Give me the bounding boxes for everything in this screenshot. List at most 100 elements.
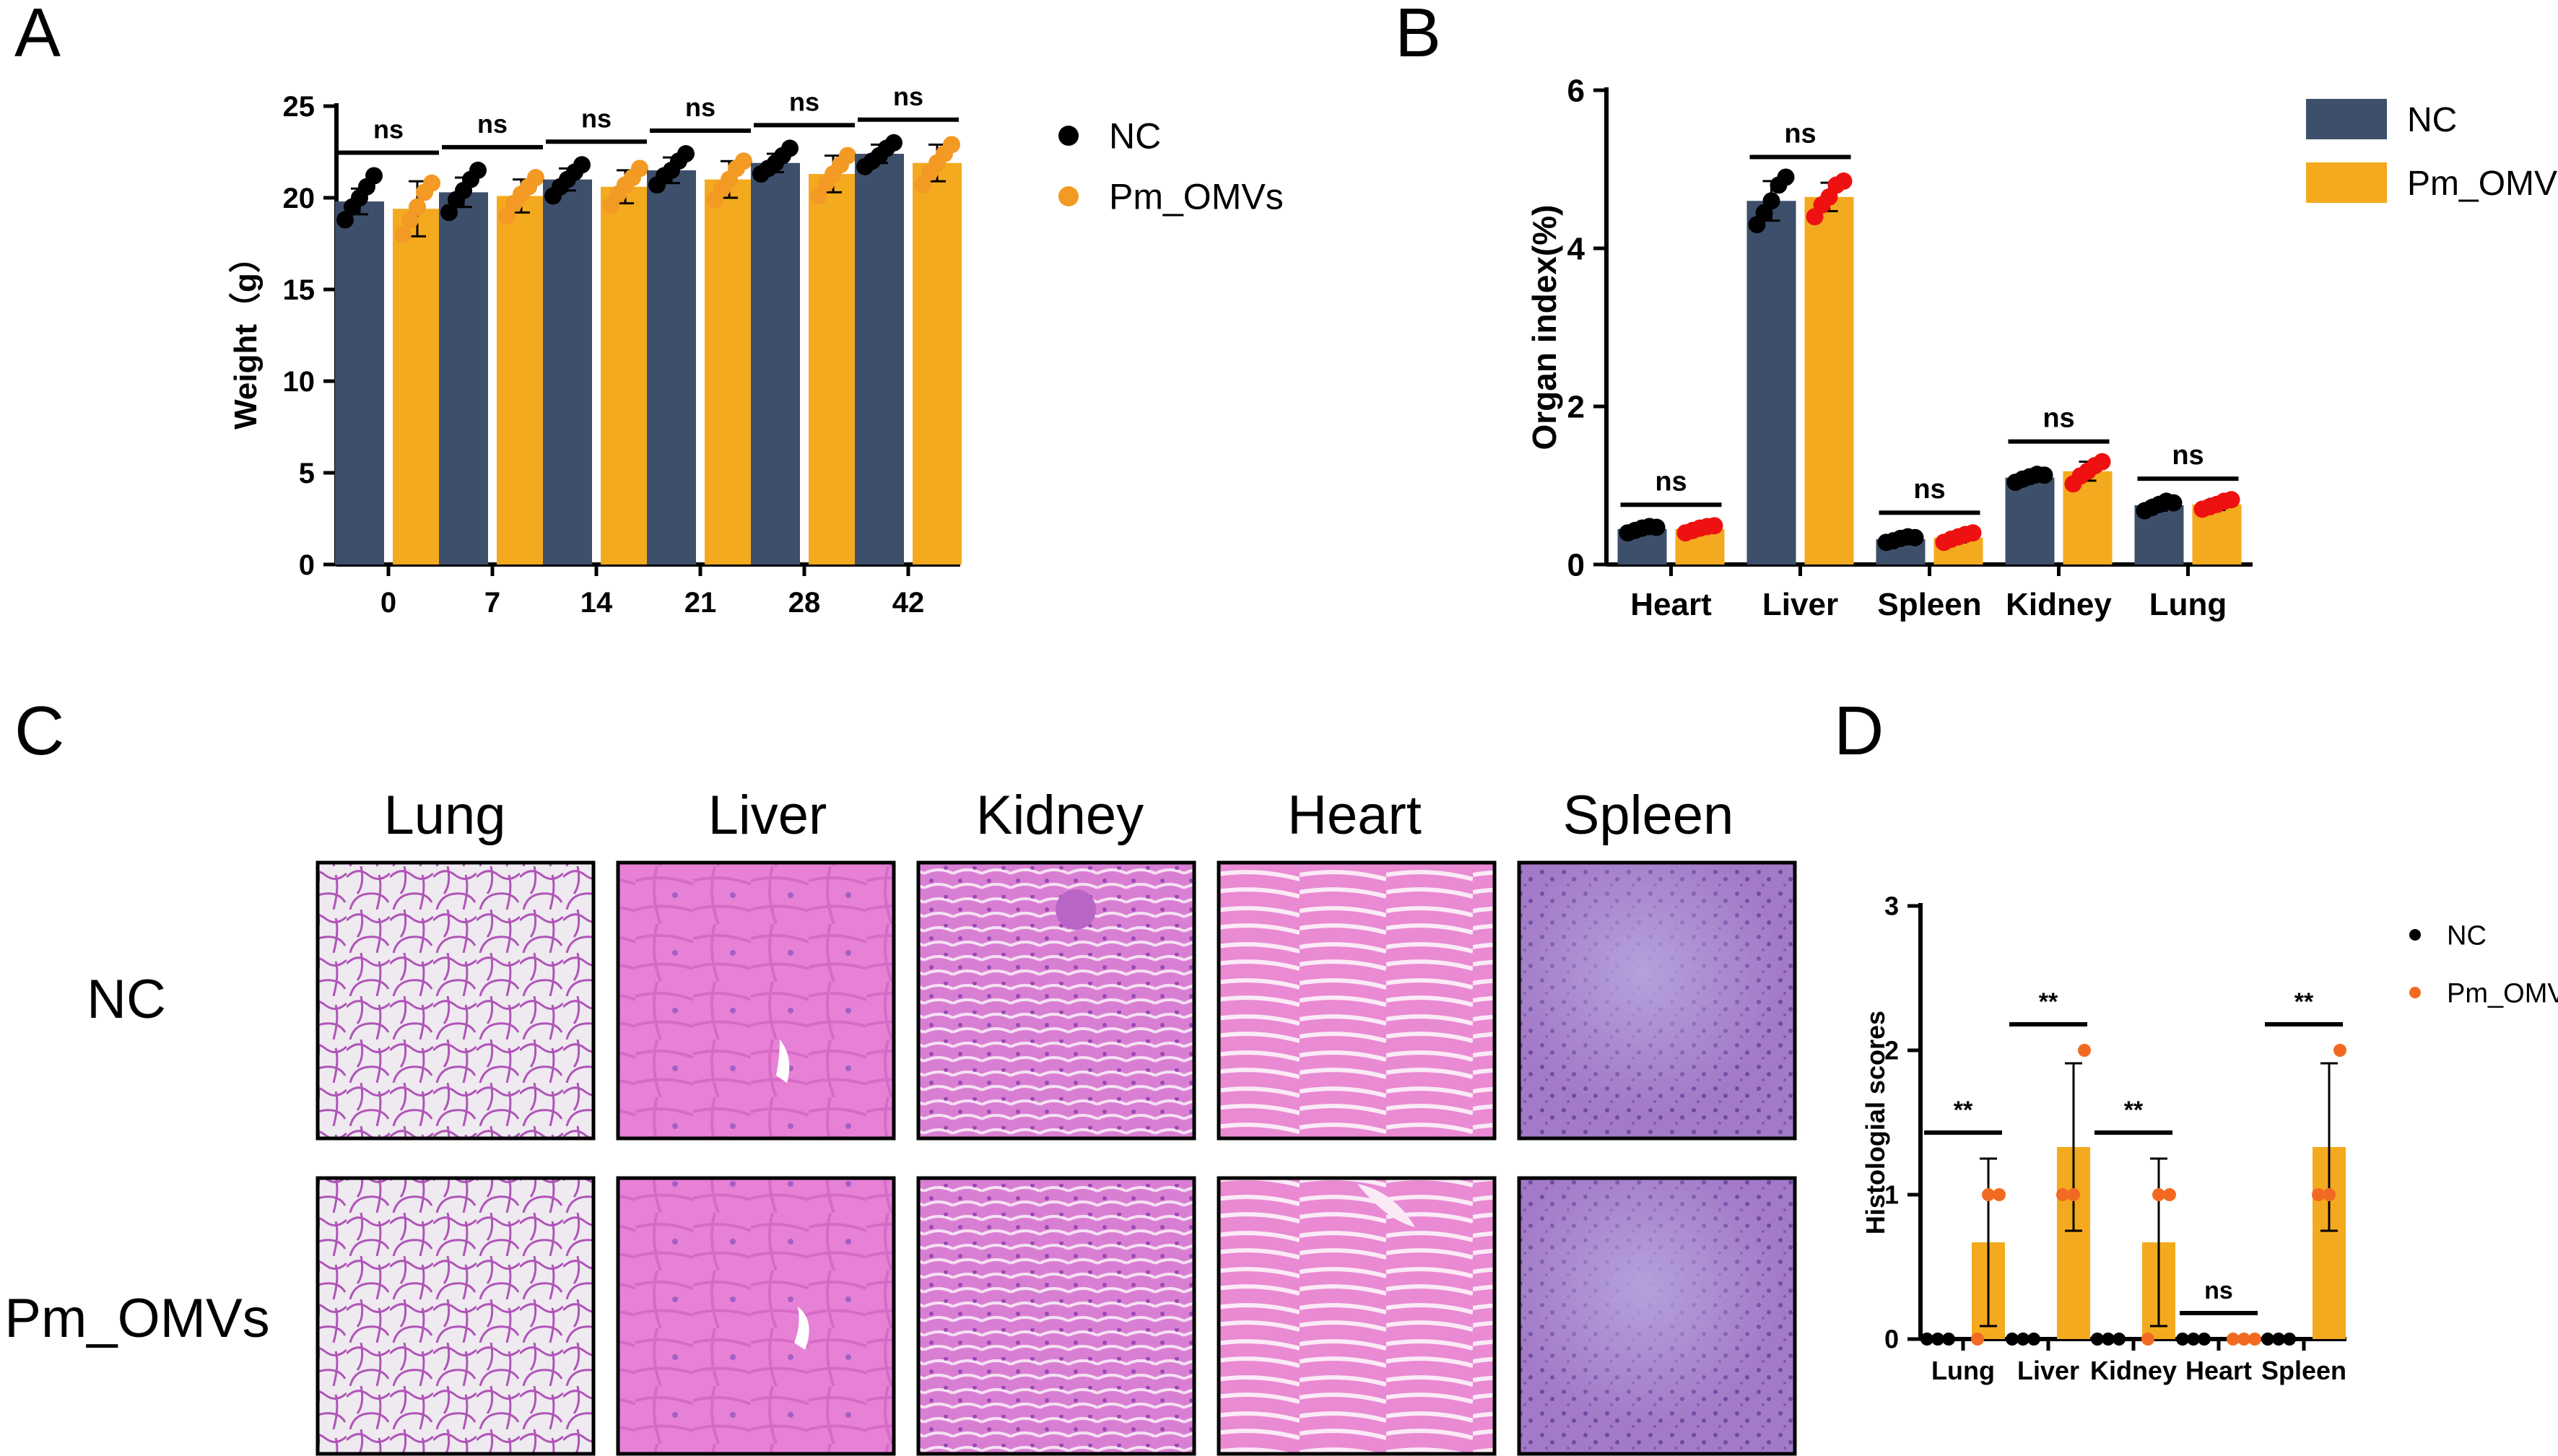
y-tick-label: 0	[1567, 547, 1585, 583]
data-point	[2333, 1044, 2346, 1057]
histo-image-nc-liver	[616, 860, 896, 1141]
data-point	[2227, 1333, 2240, 1346]
histo-image-pm-kidney	[916, 1176, 1196, 1456]
x-tick-label: 21	[684, 587, 717, 619]
histo-image-nc-lung	[316, 860, 596, 1141]
x-tick-label: 14	[580, 587, 613, 619]
data-point	[839, 147, 856, 165]
y-tick-label: 4	[1567, 231, 1585, 266]
histo-row-label-nc: NC	[87, 969, 166, 1030]
histo-row-label-pm-omvs: Pm_OMVs	[4, 1288, 269, 1349]
data-point	[2163, 1188, 2176, 1201]
data-point	[2141, 1333, 2154, 1346]
data-point	[1705, 517, 1723, 535]
histo-col-label-liver: Liver	[708, 785, 827, 846]
bar	[601, 186, 650, 564]
data-point	[336, 211, 354, 229]
data-point	[1920, 1333, 1933, 1346]
chart-b-organ-index: 0 2 4 6 Organ index(%) Heart ns Liver ns Spleen ns…	[1526, 73, 2558, 622]
y-tick-label: 0	[299, 549, 315, 581]
data-point	[781, 139, 799, 157]
significance-label: **	[2039, 988, 2058, 1016]
data-point	[401, 211, 419, 229]
significance-label: ns	[1913, 474, 1945, 505]
significance-label: ns	[789, 87, 819, 116]
y-tick-label: 25	[283, 91, 316, 123]
significance-label: ns	[581, 103, 612, 133]
significance-label: ns	[893, 82, 923, 111]
data-point	[573, 156, 591, 174]
data-point	[440, 204, 458, 222]
significance-label: ns	[477, 109, 508, 139]
data-point	[1971, 1333, 1984, 1346]
bar	[439, 192, 488, 564]
histo-image-pm-spleen	[1517, 1176, 1797, 1456]
bar	[1746, 201, 1796, 564]
y-tick-label: 3	[1884, 892, 1899, 921]
x-tick-label: 42	[892, 587, 925, 619]
histo-col-label-lung: Lung	[383, 785, 505, 846]
data-point	[423, 174, 440, 192]
significance-label: ns	[373, 115, 404, 144]
data-point	[2198, 1333, 2211, 1346]
bar	[1804, 196, 1854, 564]
histo-image-pm-heart	[1217, 1176, 1497, 1456]
data-point	[2176, 1333, 2189, 1346]
data-point	[2006, 1333, 2019, 1346]
data-point	[2323, 1188, 2336, 1201]
data-point	[1648, 518, 1666, 536]
data-point	[1964, 524, 1982, 542]
x-tick-label: Liver	[2017, 1356, 2079, 1385]
legend-marker	[2409, 987, 2421, 998]
y-tick-label: 10	[283, 366, 316, 398]
bar	[647, 170, 696, 564]
x-tick-label: 28	[788, 587, 821, 619]
data-point	[1942, 1333, 1955, 1346]
data-point	[2027, 1333, 2040, 1346]
y-tick-label: 6	[1567, 73, 1585, 108]
y-tick-label: 1	[1884, 1180, 1899, 1210]
histo-col-label-spleen: Spleen	[1563, 785, 1734, 846]
significance-label: ns	[1784, 118, 1816, 149]
significance-label: **	[2294, 988, 2314, 1016]
histology-grid: Lung Liver Kidney Heart Spleen NC Pm_OMV…	[4, 785, 1797, 1456]
data-point	[2152, 1188, 2165, 1201]
data-point	[527, 169, 544, 187]
legend-marker	[1058, 186, 1079, 206]
bar	[2005, 477, 2055, 564]
x-tick-label: Kidney	[2090, 1356, 2177, 1385]
legend-label: NC	[2447, 920, 2487, 951]
bar	[497, 196, 546, 564]
significance-label: ns	[1655, 466, 1687, 497]
x-tick-label: Heart	[2185, 1356, 2252, 1385]
x-tick-label: Lung	[2149, 587, 2227, 622]
legend-swatch	[2306, 162, 2387, 203]
data-point	[2067, 1188, 2080, 1201]
histo-image-pm-lung	[316, 1176, 596, 1456]
data-point	[2017, 1333, 2030, 1346]
data-point	[735, 152, 752, 170]
histo-image-nc-kidney	[916, 860, 1196, 1141]
data-point	[2248, 1333, 2261, 1346]
x-tick-label: 0	[380, 587, 396, 619]
x-tick-label: Liver	[1762, 587, 1838, 622]
data-point	[2283, 1333, 2296, 1346]
y-tick-label: 20	[283, 183, 316, 214]
data-point	[810, 187, 827, 205]
data-point	[365, 167, 383, 185]
histo-image-pm-liver	[616, 1176, 896, 1456]
bar	[751, 162, 800, 565]
panel-letter-a: A	[14, 0, 61, 71]
bar	[809, 173, 858, 565]
panel-letter-b: B	[1395, 0, 1441, 71]
data-point	[2165, 494, 2183, 512]
legend-label: NC	[1109, 116, 1161, 157]
bar	[335, 201, 384, 564]
data-point	[2261, 1333, 2274, 1346]
data-point	[2272, 1333, 2285, 1346]
legend-marker	[2409, 929, 2421, 941]
significance-label: ns	[2204, 1277, 2233, 1304]
data-point	[2093, 453, 2111, 471]
data-point	[885, 134, 902, 152]
